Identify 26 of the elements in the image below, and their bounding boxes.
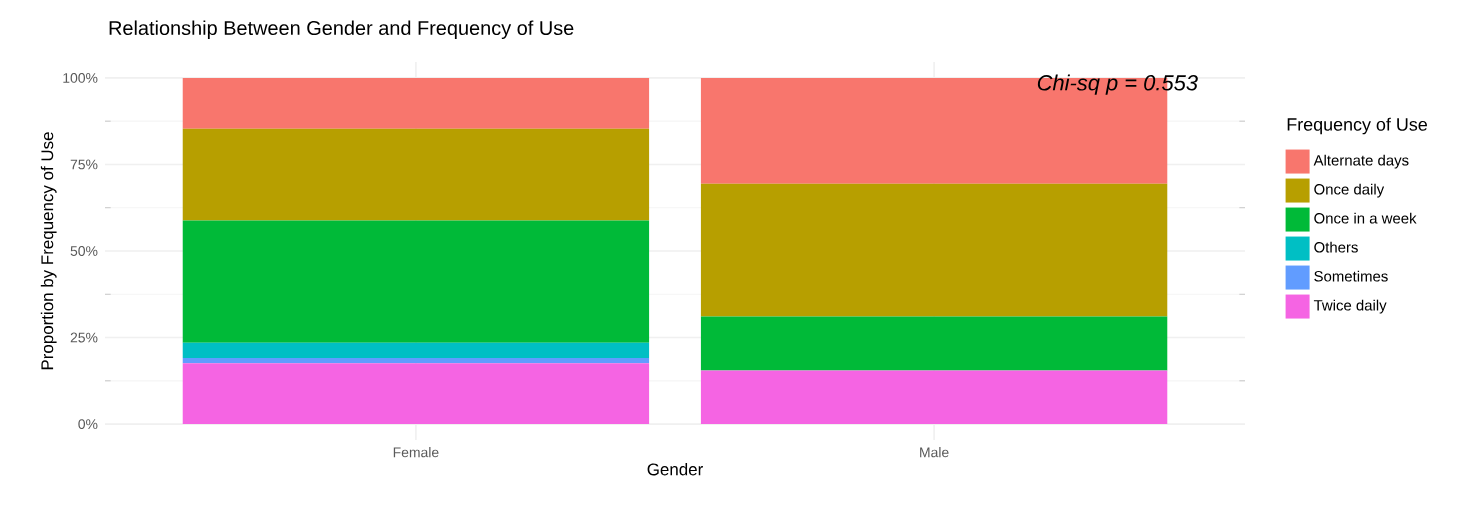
bar	[700, 316, 1168, 371]
legend-title: Frequency of Use	[1287, 117, 1427, 135]
x-axis-title: Gender	[647, 462, 703, 476]
bar	[182, 363, 650, 425]
y-tick-label: 0%	[78, 419, 98, 429]
x-tick-label: Female	[393, 447, 439, 458]
x-tick-label: Male	[920, 447, 949, 458]
chart-title: Relationship Between Gender and Frequency of Use	[109, 20, 574, 39]
y-tick-label: 75%	[70, 159, 98, 170]
bar	[182, 77, 650, 129]
bar	[182, 357, 650, 364]
legend-label: Alternate days	[1313, 154, 1409, 169]
y-axis-title: Proportion by Frequency of Use	[40, 132, 57, 370]
legend-label: Twice daily	[1313, 299, 1387, 314]
bar	[182, 342, 650, 358]
legend-label: Others	[1314, 241, 1358, 253]
legend-label: Once in a week	[1314, 212, 1417, 224]
legend-label: Sometimes	[1314, 270, 1388, 282]
legend-label: Once daily	[1314, 183, 1385, 198]
bar	[182, 128, 650, 221]
y-tick-label: 100%	[63, 73, 98, 83]
y-tick-label: 50%	[70, 246, 98, 256]
bar	[700, 370, 1168, 425]
y-tick-label: 25%	[70, 332, 98, 343]
bar	[700, 183, 1168, 317]
bar	[182, 220, 650, 343]
